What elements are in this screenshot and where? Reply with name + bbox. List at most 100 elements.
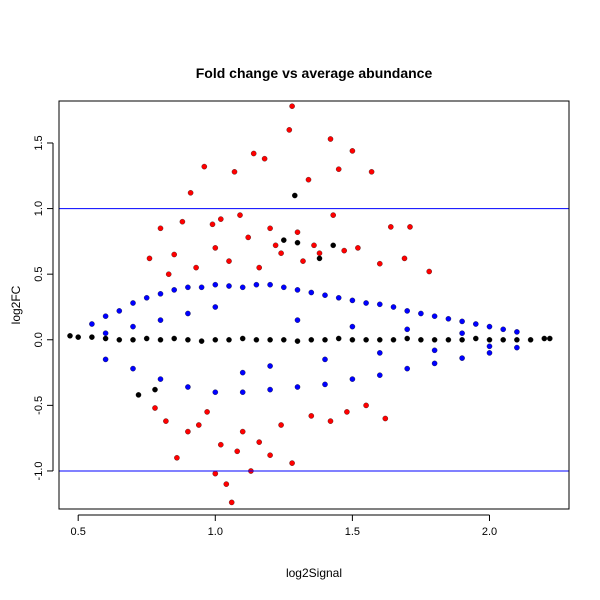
data-point: [459, 318, 465, 325]
data-point: [390, 337, 397, 343]
data-point: [289, 460, 295, 466]
data-point: [368, 169, 375, 175]
data-point: [239, 389, 246, 395]
data-point: [185, 310, 191, 317]
data-point: [335, 166, 342, 172]
data-point: [163, 418, 169, 424]
data-point: [294, 384, 301, 390]
data-point: [322, 381, 328, 388]
data-point: [377, 337, 383, 343]
data-point: [256, 439, 262, 445]
data-point: [500, 337, 506, 343]
x-tick-label: 2.0: [482, 526, 497, 538]
data-point: [486, 350, 493, 356]
data-point: [174, 455, 180, 461]
data-point: [212, 245, 219, 251]
data-point: [187, 190, 194, 196]
data-point: [267, 363, 273, 369]
data-point: [388, 224, 394, 230]
data-point: [250, 150, 257, 157]
data-point: [431, 313, 438, 319]
data-point: [209, 221, 216, 228]
series-0: [89, 281, 520, 395]
data-point: [226, 283, 232, 289]
y-axis: -1.0 -0.5 0.0 0.5 1.0 1.5: [33, 135, 54, 480]
data-point: [116, 337, 123, 343]
y-tick-label: 1.5: [33, 135, 45, 150]
data-point: [404, 308, 410, 314]
data-point: [157, 225, 164, 232]
data-point: [514, 337, 520, 343]
data-point: [349, 337, 356, 343]
data-point: [308, 413, 315, 419]
data-point: [231, 169, 238, 175]
data-point: [514, 329, 520, 335]
data-point: [335, 335, 342, 342]
data-point: [431, 337, 438, 343]
data-point: [278, 250, 284, 256]
data-point: [292, 192, 298, 199]
data-point: [212, 470, 219, 477]
data-point: [143, 295, 150, 301]
data-point: [286, 127, 293, 133]
data-point: [294, 338, 301, 344]
data-point: [226, 258, 232, 264]
data-point: [527, 337, 534, 343]
series-2: [67, 192, 553, 398]
data-point: [294, 317, 301, 323]
data-point: [75, 334, 81, 340]
data-point: [486, 337, 493, 343]
data-point: [102, 330, 109, 336]
data-point: [204, 409, 210, 415]
data-point: [377, 350, 383, 356]
data-point: [239, 428, 246, 435]
data-point: [89, 321, 95, 327]
data-point: [418, 310, 424, 317]
data-point: [157, 376, 164, 382]
data-point: [308, 337, 315, 343]
data-point: [341, 247, 347, 254]
data-point: [228, 499, 235, 506]
data-point: [185, 428, 191, 435]
data-point: [322, 292, 328, 298]
data-point: [459, 355, 465, 361]
data-point: [171, 251, 177, 258]
data-point: [245, 234, 251, 241]
threshold-lines: [59, 208, 569, 472]
data-point: [404, 365, 410, 372]
data-point: [327, 136, 334, 142]
data-point: [130, 323, 136, 330]
x-axis-label: log2Signal: [286, 566, 342, 580]
data-point: [171, 335, 177, 342]
data-point: [349, 148, 356, 154]
data-point: [500, 326, 506, 333]
data-point: [382, 415, 389, 422]
data-point: [267, 452, 273, 458]
data-point: [486, 343, 493, 350]
data-point: [363, 300, 369, 306]
x-tick-label: 1.0: [208, 526, 223, 538]
y-axis-label: log2FC: [9, 285, 23, 324]
data-point: [278, 422, 284, 428]
data-point: [300, 258, 306, 264]
data-point: [349, 297, 356, 304]
data-point: [239, 335, 246, 342]
data-point: [272, 242, 279, 249]
data-point: [198, 284, 205, 291]
data-point: [316, 250, 323, 256]
data-point: [201, 163, 208, 170]
data-point: [143, 335, 150, 342]
data-point: [316, 255, 323, 262]
data-point: [223, 481, 230, 487]
data-point: [547, 335, 553, 342]
data-point: [459, 337, 465, 343]
data-point: [294, 287, 301, 293]
y-tick-label: 0.0: [33, 332, 45, 347]
data-point: [212, 337, 219, 343]
data-point: [445, 316, 452, 322]
data-point: [294, 229, 301, 235]
x-tick-label: 1.5: [345, 526, 360, 538]
y-tick-label: 0.5: [33, 267, 45, 282]
data-point: [363, 402, 369, 409]
data-point: [445, 337, 452, 343]
